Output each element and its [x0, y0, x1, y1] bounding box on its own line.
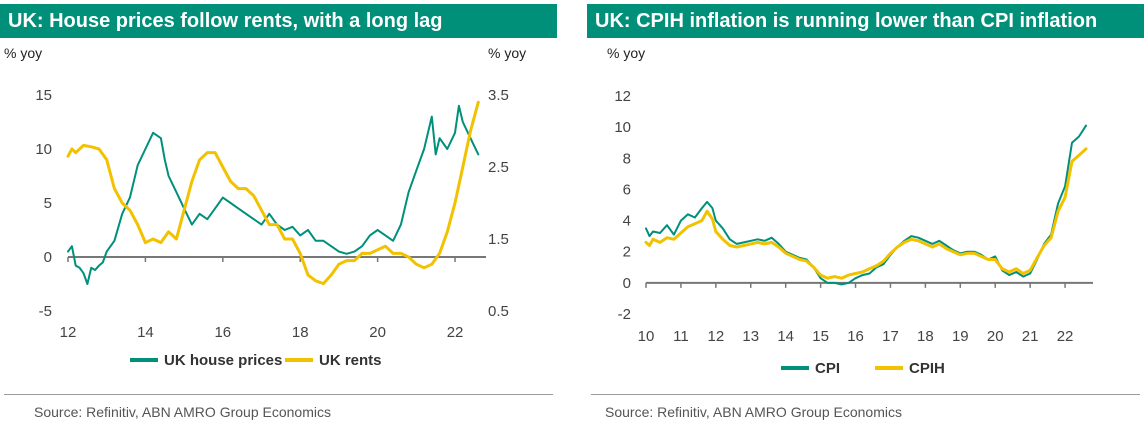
series-line-uk-rents — [66, 100, 480, 286]
y-tick-label: 10 — [614, 119, 631, 136]
x-tick-label: 16 — [847, 328, 864, 345]
x-tick-label: 20 — [987, 328, 1004, 345]
chart-house-prices-vs-rents: % yoy % yoy 15 10 5 0 -5 3.5 2.5 1.5 0.5 12 14 16 18 20… — [4, 45, 526, 369]
y-tick-label: -5 — [39, 303, 52, 320]
x-tick-label: 17 — [882, 328, 899, 345]
y-tick-label: 12 — [614, 88, 631, 105]
legend-label: UK house prices — [164, 352, 282, 369]
source-note: Source: Refinitiv, ABN AMRO Group Econom… — [34, 404, 331, 420]
x-tick-label: 11 — [673, 328, 689, 345]
x-tick-label: 16 — [214, 324, 231, 341]
y-tick-label: 0 — [623, 275, 631, 292]
y2-tick-label: 3.5 — [488, 87, 509, 104]
x-tick-label: 20 — [369, 324, 386, 341]
chart-panel-cpi-cpih: UK: CPIH inflation is running lower than… — [587, 0, 1144, 426]
x-tick-label: 14 — [777, 328, 794, 345]
x-tick-label: 18 — [292, 324, 309, 341]
chart-panel-house-prices: UK: House prices follow rents, with a lo… — [0, 0, 557, 426]
source-divider — [591, 394, 1140, 395]
y-tick-label: 8 — [623, 150, 631, 167]
source-note: Source: Refinitiv, ABN AMRO Group Econom… — [605, 404, 902, 420]
y2-axis-unit-label: % yoy — [488, 45, 526, 61]
series-line-uk-house-prices — [67, 104, 480, 285]
y-tick-label: 0 — [44, 249, 52, 266]
chart-title: UK: CPIH inflation is running lower than… — [587, 4, 1144, 38]
x-tick-label: 13 — [742, 328, 759, 345]
y-tick-label: 6 — [623, 181, 631, 198]
x-tick-label: 14 — [137, 324, 154, 341]
x-tick-label: 22 — [447, 324, 464, 341]
y2-tick-label: 2.5 — [488, 159, 509, 176]
y-tick-label: 2 — [623, 244, 631, 261]
y-tick-label: 15 — [35, 87, 52, 104]
series-line-cpih — [644, 147, 1088, 280]
y-tick-label: 4 — [623, 213, 631, 230]
x-tick-label: 10 — [638, 328, 655, 345]
y-tick-label: 10 — [35, 141, 52, 158]
x-tick-label: 21 — [1022, 328, 1039, 345]
x-tick-label: 12 — [708, 328, 725, 345]
y-axis-unit-label: % yoy — [607, 45, 645, 61]
y-tick-label: 5 — [44, 195, 52, 212]
legend-label: UK rents — [319, 352, 382, 369]
source-divider — [4, 394, 553, 395]
x-tick-label: 12 — [60, 324, 77, 341]
chart-title: UK: House prices follow rents, with a lo… — [0, 4, 557, 38]
y2-tick-label: 0.5 — [488, 303, 509, 320]
x-tick-label: 22 — [1057, 328, 1074, 345]
y2-tick-label: 1.5 — [488, 231, 509, 248]
y-tick-label: -2 — [618, 306, 631, 323]
y-axis-unit-label: % yoy — [4, 45, 42, 61]
x-tick-label: 18 — [917, 328, 934, 345]
legend-label: CPI — [815, 360, 840, 377]
x-tick-label: 15 — [812, 328, 829, 345]
legend-label: CPIH — [909, 360, 945, 377]
x-tick-label: 19 — [952, 328, 969, 345]
series-line-cpi — [645, 124, 1087, 286]
